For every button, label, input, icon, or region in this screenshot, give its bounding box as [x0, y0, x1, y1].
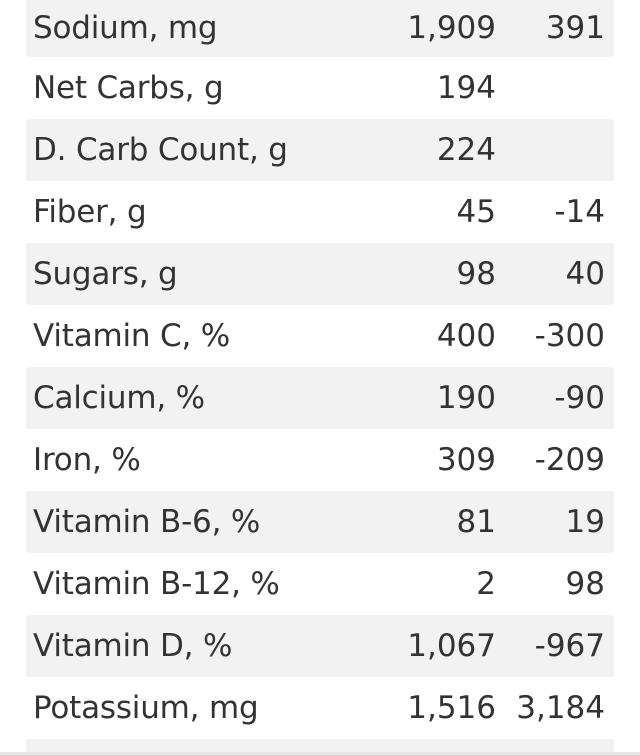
nutrient-value: 1,909: [407, 10, 496, 46]
nutrient-diff: 391: [545, 10, 605, 46]
bottom-divider: [0, 752, 640, 755]
table-row: Sodium, mg 1,909 391: [26, 0, 614, 57]
nutrient-diff: -967: [534, 628, 605, 664]
nutrient-label: Vitamin B-12, %: [33, 566, 280, 602]
nutrient-label: Vitamin B-6, %: [33, 504, 261, 540]
nutrient-diff: -209: [534, 442, 605, 478]
nutrient-diff: -14: [554, 194, 605, 230]
table-row: Net Carbs, g 194: [26, 57, 614, 119]
nutrient-diff: 3,184: [516, 690, 605, 726]
table-row: D. Carb Count, g 224: [26, 119, 614, 181]
nutrient-value: 309: [436, 442, 496, 478]
nutrient-value: 1,067: [407, 628, 496, 664]
nutrient-diff: 40: [565, 256, 605, 292]
nutrient-label: Potassium, mg: [33, 690, 259, 726]
nutrient-label: Vitamin D, %: [33, 628, 233, 664]
nutrient-value: 2: [476, 566, 496, 602]
table-row: Sugars, g 98 40: [26, 243, 614, 305]
table-row: Vitamin D, % 1,067 -967: [26, 615, 614, 677]
nutrient-diff: 98: [565, 566, 605, 602]
nutrient-value: 1,516: [407, 690, 496, 726]
nutrient-value: 81: [456, 504, 496, 540]
nutrient-value: 190: [436, 380, 496, 416]
table-row: Vitamin B-6, % 81 19: [26, 491, 614, 553]
nutrient-label: Sugars, g: [33, 256, 178, 292]
nutrient-value: 98: [456, 256, 496, 292]
nutrient-value: 400: [436, 318, 496, 354]
nutrient-label: Iron, %: [33, 442, 141, 478]
nutrient-value: 45: [456, 194, 496, 230]
table-row: Potassium, mg 1,516 3,184: [26, 677, 614, 739]
nutrient-diff: -90: [554, 380, 605, 416]
nutrient-label: Calcium, %: [33, 380, 205, 416]
nutrient-value: 194: [436, 70, 496, 106]
table-row: Fiber, g 45 -14: [26, 181, 614, 243]
nutrient-label: D. Carb Count, g: [33, 132, 288, 168]
table-row: Vitamin B-12, % 2 98: [26, 553, 614, 615]
table-row: Calcium, % 190 -90: [26, 367, 614, 429]
nutrient-value: 224: [436, 132, 496, 168]
nutrient-label: Sodium, mg: [33, 10, 218, 46]
nutrient-label: Fiber, g: [33, 194, 147, 230]
nutrient-label: Net Carbs, g: [33, 70, 224, 106]
nutrient-diff: 19: [565, 504, 605, 540]
table-row: Vitamin C, % 400 -300: [26, 305, 614, 367]
table-row-partial: [26, 739, 614, 755]
nutrition-table: Sodium, mg 1,909 391 Net Carbs, g 194 D.…: [26, 0, 614, 739]
nutrient-label: Vitamin C, %: [33, 318, 231, 354]
nutrient-diff: -300: [534, 318, 605, 354]
table-row: Iron, % 309 -209: [26, 429, 614, 491]
